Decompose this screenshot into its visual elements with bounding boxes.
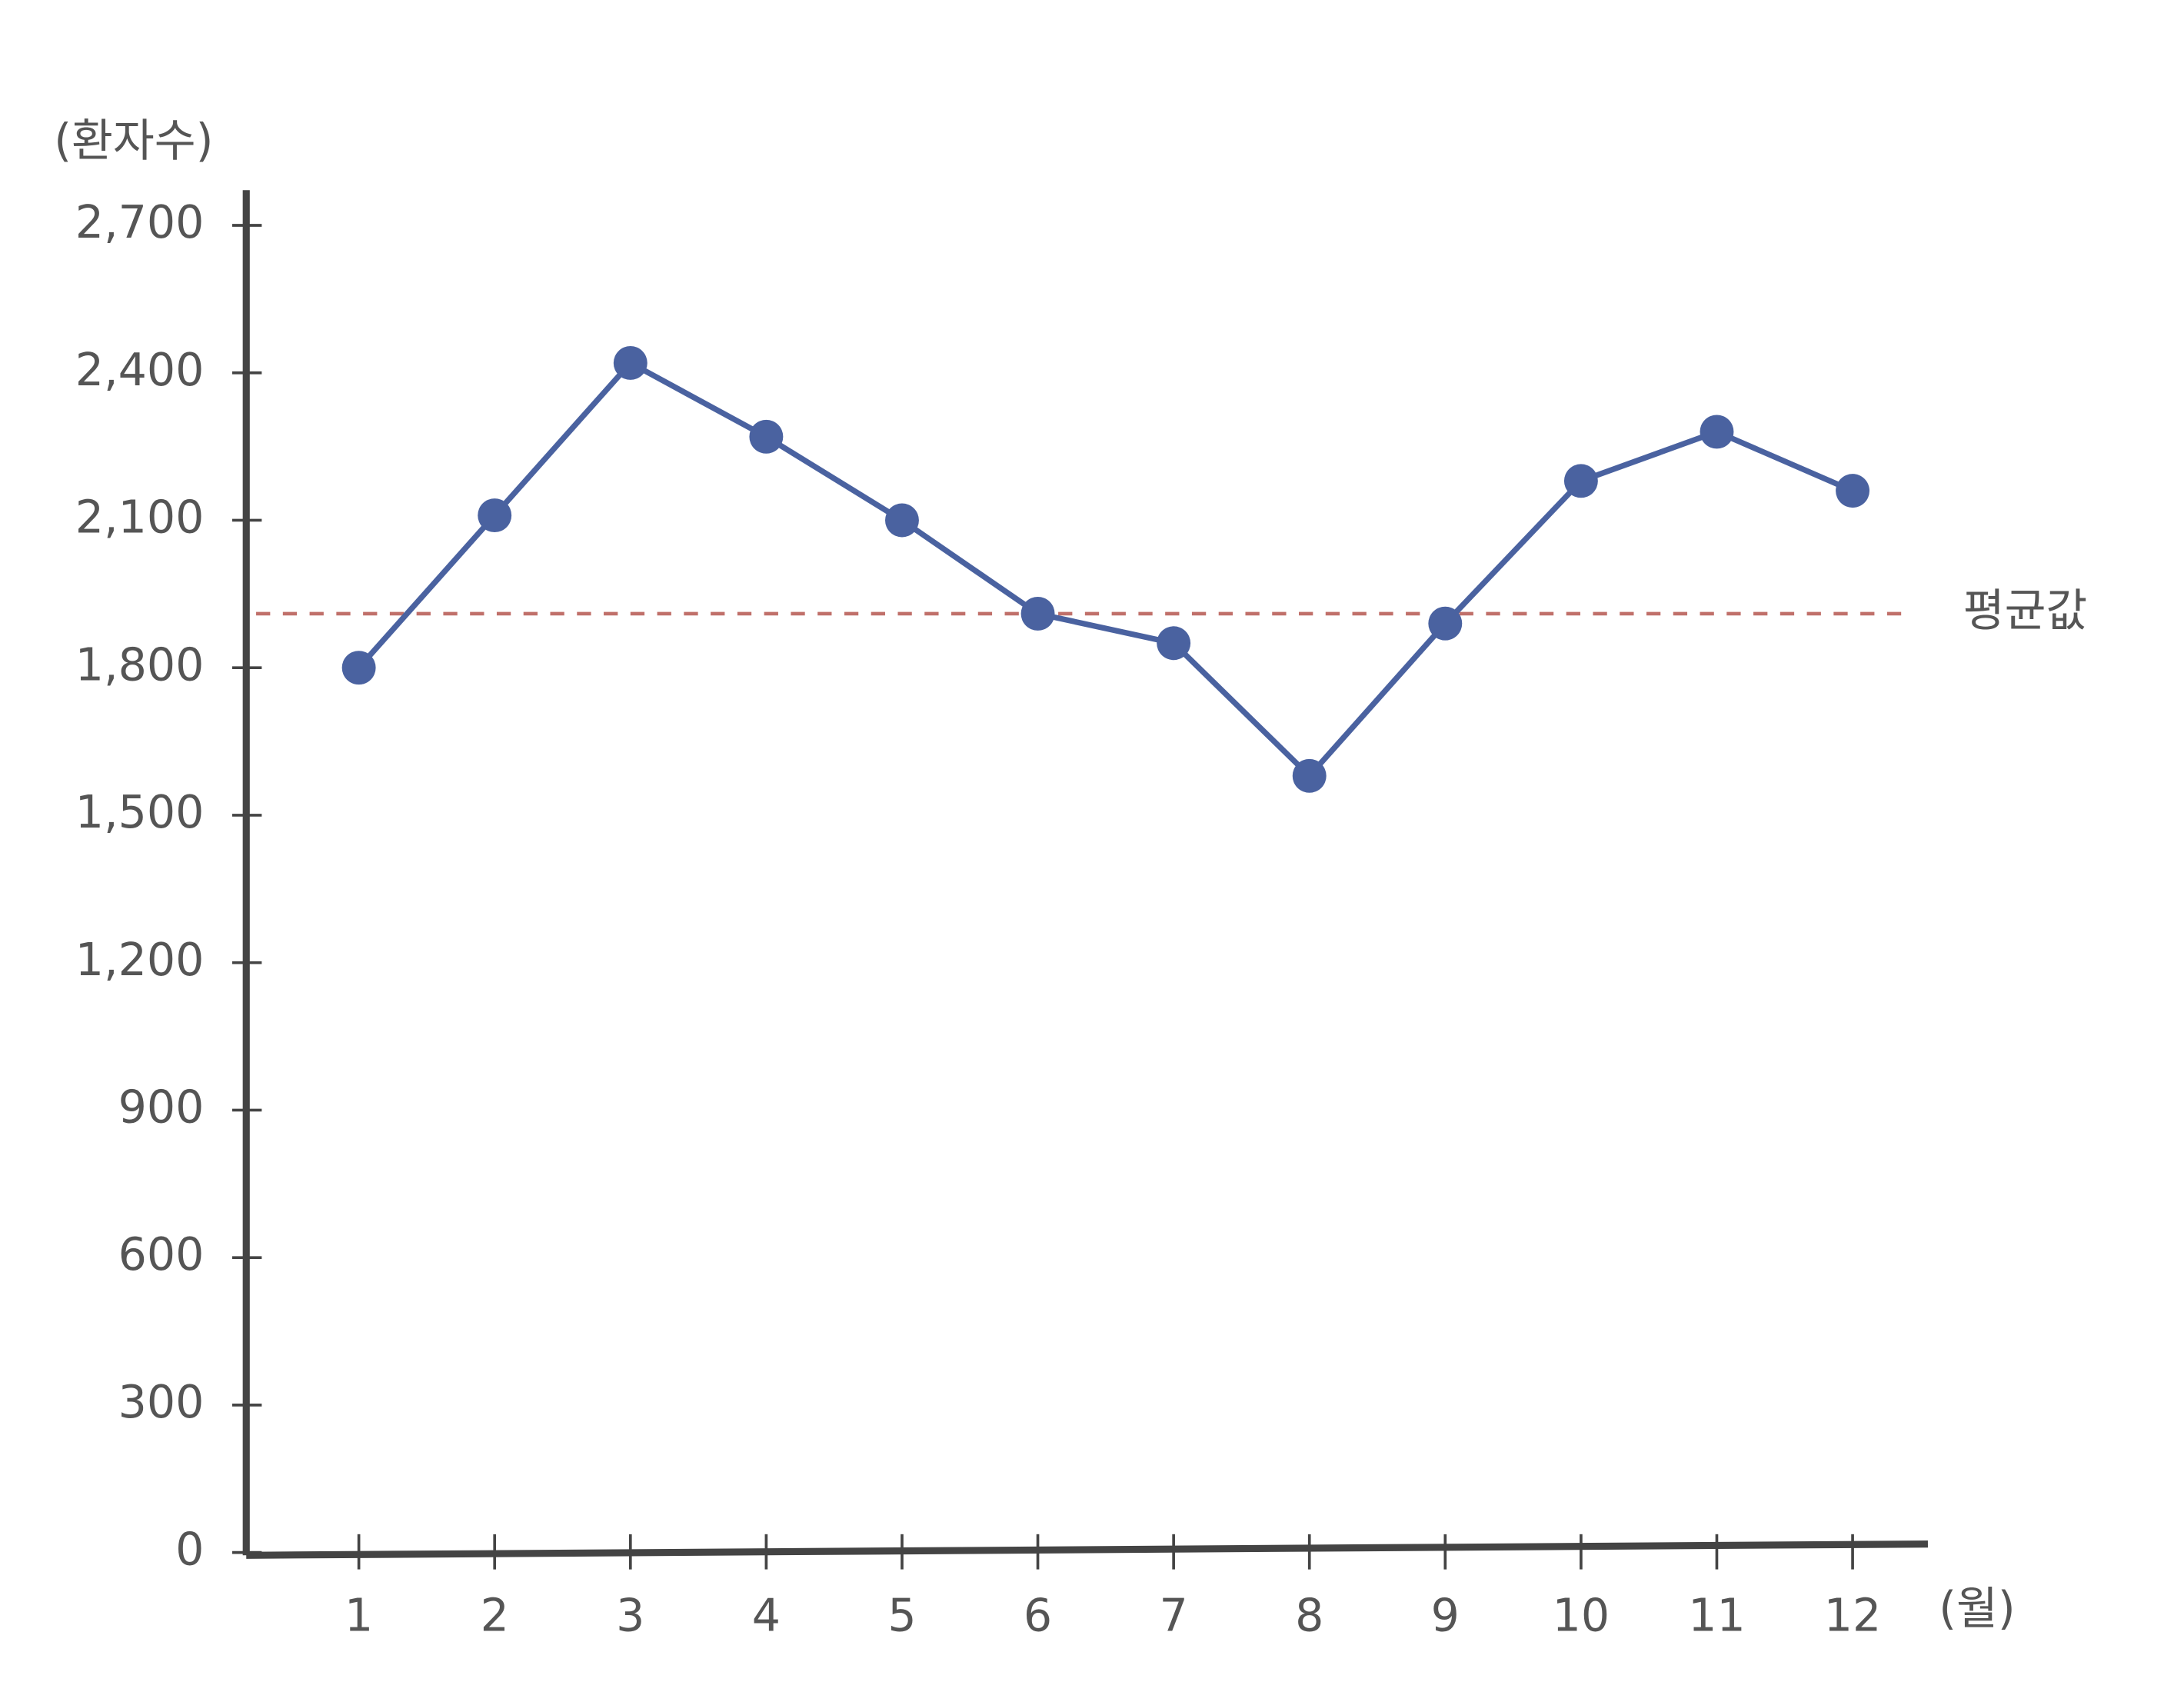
average-label: 평균값 (1963, 585, 2088, 637)
data-point (1563, 464, 1598, 498)
y-tick-label: 2,400 (75, 344, 205, 396)
data-point (1020, 596, 1055, 631)
y-axis-label: (환자수) (54, 115, 213, 167)
y-tick-label: 2,100 (75, 491, 205, 544)
data-point (1428, 606, 1463, 641)
x-tick-label: 10 (1553, 1590, 1610, 1642)
x-tick-label: 12 (1824, 1590, 1882, 1642)
y-tick-label: 0 (175, 1524, 204, 1576)
data-point (613, 346, 648, 380)
y-tick-label: 600 (118, 1228, 205, 1281)
y-tick-label: 300 (118, 1376, 205, 1428)
y-tick-label: 2,700 (75, 196, 205, 248)
y-tick-label: 1,200 (75, 934, 205, 986)
x-tick-label: 9 (1431, 1590, 1460, 1642)
x-tick-label: 7 (1160, 1590, 1188, 1642)
data-line (356, 360, 1854, 779)
x-tick-label: 6 (1024, 1590, 1052, 1642)
data-point (1292, 758, 1327, 793)
x-tick-label: 4 (752, 1590, 781, 1642)
x-axis (246, 1540, 1928, 1559)
x-tick-label: 2 (481, 1590, 509, 1642)
y-tick-label: 1,800 (75, 638, 205, 691)
data-point (1700, 415, 1734, 449)
x-tick-label: 5 (887, 1590, 916, 1642)
y-tick-label: 1,500 (75, 786, 205, 838)
y-tick-label: 900 (118, 1081, 205, 1134)
data-point (885, 503, 919, 538)
data-point (341, 651, 376, 685)
x-tick-label: 3 (616, 1590, 644, 1642)
data-point (1836, 474, 1870, 508)
data-point (478, 498, 512, 533)
x-tick-label: 8 (1295, 1590, 1323, 1642)
x-axis-label: (월) (1939, 1583, 2016, 1635)
x-tick-label: 11 (1688, 1590, 1745, 1642)
data-point (749, 419, 784, 454)
data-point (1157, 626, 1191, 661)
x-tick-label: 1 (345, 1590, 373, 1642)
